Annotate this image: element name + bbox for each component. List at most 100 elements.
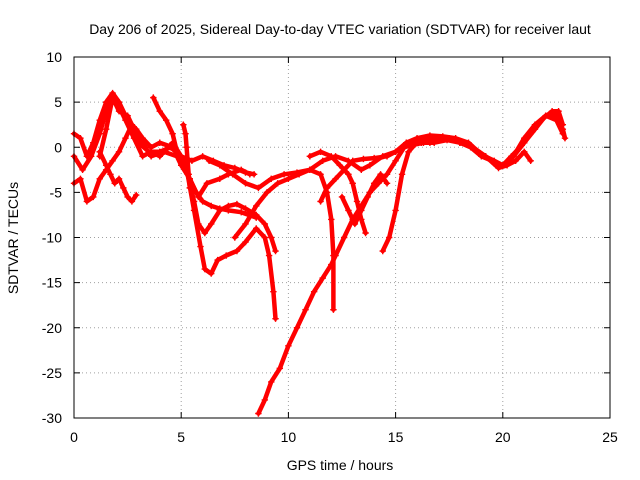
data-point [512, 157, 519, 164]
data-point [379, 247, 386, 255]
data-point [246, 171, 254, 178]
data-point [265, 252, 273, 259]
data-point [208, 202, 215, 210]
data-point [392, 157, 399, 164]
data-point [199, 198, 206, 205]
x-tick-label: 5 [177, 429, 185, 445]
data-point [336, 162, 344, 169]
data-point [491, 160, 498, 167]
y-tick-label: -15 [42, 275, 62, 291]
data-point [559, 126, 567, 133]
data-point [124, 112, 131, 119]
data-point [383, 171, 391, 178]
data-point [553, 112, 560, 119]
data-point [360, 155, 367, 163]
data-point [521, 148, 528, 155]
data-point [338, 193, 346, 201]
x-tick-label: 20 [495, 429, 511, 445]
data-point [139, 153, 146, 160]
data-point [77, 175, 84, 183]
data-point [201, 265, 208, 273]
x-tick-label: 25 [602, 429, 618, 445]
data-point [173, 148, 181, 155]
data-point [330, 252, 337, 259]
data-point [353, 198, 361, 205]
data-point [302, 306, 309, 313]
data-point [443, 136, 451, 144]
data-point [147, 144, 155, 151]
data-point [358, 166, 365, 174]
data-point [317, 171, 324, 178]
y-tick-label: -5 [50, 184, 63, 200]
data-point [102, 162, 110, 169]
data-point [392, 207, 399, 214]
data-point [190, 207, 198, 214]
data-point [233, 200, 241, 208]
series-trace [339, 172, 390, 227]
data-point [349, 180, 356, 187]
data-point [349, 157, 356, 164]
data-point [162, 116, 170, 124]
data-point [345, 207, 352, 214]
data-point [332, 175, 339, 183]
data-point [364, 193, 371, 201]
data-point [109, 94, 116, 101]
data-point [156, 107, 163, 115]
data-point [510, 153, 517, 160]
data-point [242, 220, 249, 228]
data-point [413, 135, 421, 142]
data-point [242, 180, 249, 187]
data-point [383, 180, 391, 187]
data-point [115, 175, 123, 183]
series-trace [97, 149, 139, 204]
data-point [328, 153, 335, 160]
series-layer [70, 89, 569, 417]
data-point [83, 198, 91, 205]
data-point [482, 153, 489, 160]
data-point [199, 153, 206, 160]
data-point [439, 133, 446, 140]
series-arc-9 [205, 135, 534, 192]
data-point [317, 148, 324, 155]
data-point [242, 205, 249, 212]
data-point [323, 184, 331, 192]
x-tick-label: 0 [70, 429, 78, 445]
data-point [253, 225, 260, 232]
data-point [499, 162, 506, 169]
data-point [430, 139, 438, 146]
data-point [124, 193, 131, 201]
data-point [268, 378, 275, 386]
data-point [197, 243, 204, 250]
data-point [319, 274, 326, 282]
data-point [261, 234, 269, 241]
data-point [90, 193, 97, 201]
series-arc-13 [379, 112, 569, 255]
y-tick-label: -30 [42, 410, 62, 426]
data-point [285, 342, 292, 349]
data-point [205, 157, 213, 164]
data-point [238, 166, 245, 174]
data-point [102, 126, 110, 133]
data-point [255, 410, 262, 417]
data-point [521, 135, 528, 142]
data-point [208, 270, 215, 277]
series-arc-5 [96, 148, 140, 205]
data-point [184, 157, 191, 164]
data-point [270, 288, 277, 295]
data-point [201, 229, 208, 237]
data-point [77, 135, 84, 142]
data-point [120, 184, 127, 192]
data-point [225, 207, 232, 214]
data-point [456, 139, 464, 146]
data-point [253, 214, 260, 221]
data-point [96, 148, 103, 155]
data-point [180, 121, 187, 128]
data-point [328, 216, 335, 223]
data-point [293, 169, 301, 176]
data-point [268, 234, 275, 241]
x-tick-label: 15 [388, 429, 404, 445]
data-point [370, 180, 378, 187]
data-point [385, 234, 393, 241]
chart-title: Day 206 of 2025, Sidereal Day-to-day VTE… [89, 21, 591, 37]
data-point [115, 148, 123, 155]
